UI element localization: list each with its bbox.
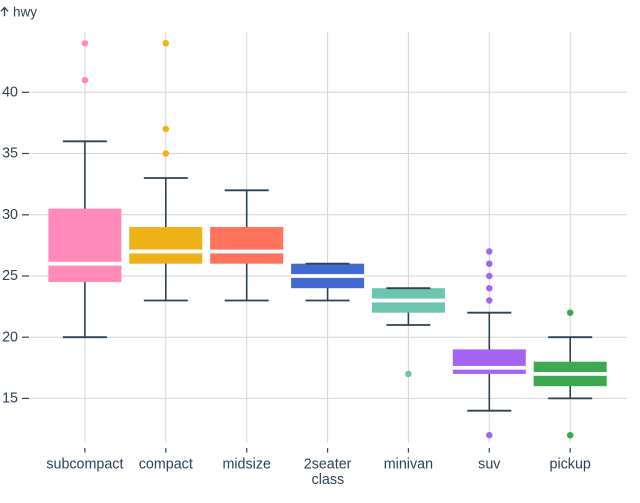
svg-text:40: 40 bbox=[2, 85, 18, 101]
svg-text:compact: compact bbox=[139, 456, 193, 472]
svg-text:minivan: minivan bbox=[384, 456, 433, 472]
svg-text:subcompact: subcompact bbox=[46, 456, 123, 472]
svg-text:35: 35 bbox=[2, 146, 18, 162]
svg-text:midsize: midsize bbox=[222, 456, 271, 472]
svg-text:15: 15 bbox=[2, 391, 18, 407]
svg-text:class: class bbox=[312, 472, 345, 488]
svg-text:pickup: pickup bbox=[550, 456, 591, 472]
svg-text:2seater: 2seater bbox=[304, 456, 352, 472]
svg-text:20: 20 bbox=[2, 329, 18, 345]
svg-text:25: 25 bbox=[2, 268, 18, 284]
svg-text:hwy: hwy bbox=[13, 4, 37, 19]
svg-text:suv: suv bbox=[478, 456, 501, 472]
svg-text:30: 30 bbox=[2, 207, 18, 223]
